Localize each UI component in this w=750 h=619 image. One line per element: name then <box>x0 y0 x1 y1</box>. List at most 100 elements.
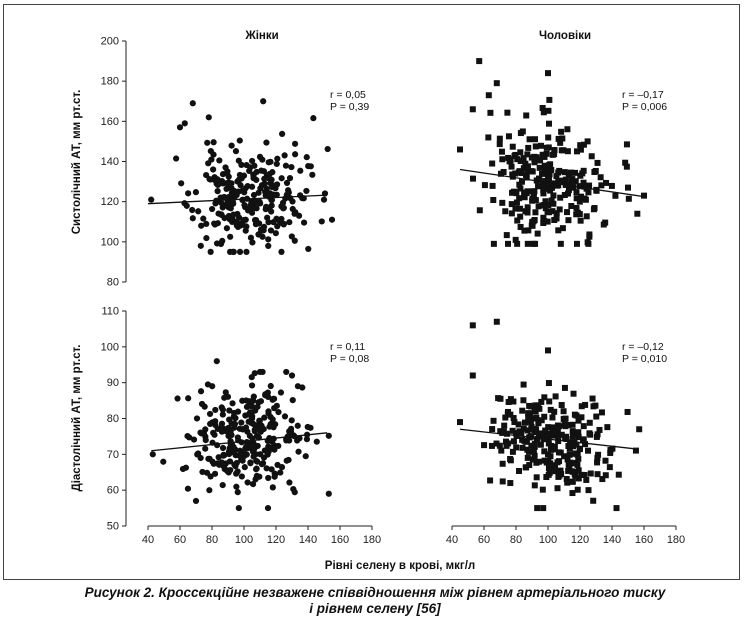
data-point <box>563 475 570 482</box>
data-point <box>189 215 196 222</box>
data-point <box>593 413 600 420</box>
data-point <box>532 240 539 247</box>
data-point <box>249 413 256 420</box>
data-point <box>469 106 476 113</box>
data-point <box>469 322 476 329</box>
data-point <box>528 168 535 175</box>
data-point <box>286 428 293 435</box>
data-point <box>207 148 214 155</box>
data-point <box>510 415 517 422</box>
data-point <box>545 440 552 447</box>
data-point <box>537 157 544 164</box>
data-point <box>609 445 616 452</box>
data-point <box>189 100 196 107</box>
data-point <box>576 211 583 218</box>
data-point <box>286 175 294 182</box>
data-point <box>608 182 615 189</box>
data-point <box>540 181 547 188</box>
data-point <box>295 448 302 455</box>
data-point <box>485 134 492 141</box>
data-point <box>553 429 560 436</box>
data-point <box>267 227 275 234</box>
data-point <box>539 170 546 177</box>
data-point <box>289 198 296 205</box>
data-point <box>514 217 521 224</box>
data-point <box>541 413 548 420</box>
data-point <box>560 415 567 422</box>
data-point <box>236 137 243 144</box>
y-tick-label: 80 <box>107 277 119 289</box>
data-point <box>602 457 609 464</box>
data-point <box>585 240 592 247</box>
data-point <box>568 178 575 185</box>
data-point <box>516 195 523 202</box>
data-point <box>496 442 503 449</box>
figure-caption-line-1: Рисунок 2. Кроссекційне незважене співві… <box>84 585 666 600</box>
data-point <box>512 236 519 243</box>
data-point <box>223 428 230 435</box>
data-point <box>173 155 180 162</box>
data-point <box>636 426 643 433</box>
data-point <box>211 470 219 477</box>
data-point <box>229 448 237 456</box>
x-tick-label: 140 <box>603 534 621 546</box>
x-tick-label: 180 <box>363 534 381 546</box>
data-point <box>641 192 647 199</box>
data-point <box>553 215 560 222</box>
data-point <box>178 180 185 187</box>
data-point <box>522 171 529 178</box>
data-point <box>545 202 552 209</box>
data-point <box>542 178 549 185</box>
data-point <box>149 451 156 458</box>
data-point <box>542 434 549 441</box>
data-point <box>274 223 281 230</box>
data-point <box>561 169 568 176</box>
data-point <box>256 198 263 205</box>
data-point <box>282 162 290 169</box>
data-point <box>265 242 272 249</box>
data-point <box>263 203 270 210</box>
data-point <box>291 237 298 244</box>
data-point <box>252 221 260 228</box>
data-point <box>211 431 218 438</box>
data-point <box>558 128 565 135</box>
data-point <box>212 406 219 414</box>
data-point <box>516 468 523 475</box>
data-point <box>550 192 557 199</box>
data-point <box>303 187 310 195</box>
data-point <box>569 421 576 428</box>
data-point <box>572 472 579 479</box>
data-point <box>283 437 290 444</box>
data-point <box>583 476 590 483</box>
data-point <box>523 464 530 471</box>
data-point <box>582 401 589 408</box>
data-point <box>528 424 535 431</box>
data-point <box>561 384 568 391</box>
data-point <box>496 141 503 148</box>
data-point <box>542 170 549 177</box>
x-tick-label: 40 <box>142 534 154 546</box>
data-point <box>572 169 579 176</box>
data-point <box>539 104 546 111</box>
panel-top-right: r = –0,17P = 0,006 <box>457 58 667 247</box>
data-point <box>524 446 531 453</box>
data-point <box>532 136 539 143</box>
data-point <box>210 139 217 146</box>
data-point <box>540 186 547 193</box>
data-point <box>527 410 534 417</box>
data-point <box>260 223 268 231</box>
data-point <box>208 205 216 213</box>
data-point <box>198 430 205 437</box>
data-point <box>243 223 250 230</box>
data-point <box>256 368 264 376</box>
data-point <box>238 473 245 480</box>
data-point <box>490 417 497 424</box>
data-point <box>573 412 580 419</box>
data-point <box>537 441 544 448</box>
data-point <box>578 414 585 421</box>
y-tick-label: 70 <box>107 449 119 461</box>
y-tick-label: 100 <box>101 236 119 248</box>
data-point <box>499 156 506 163</box>
data-point <box>185 190 192 197</box>
data-point <box>268 176 275 183</box>
